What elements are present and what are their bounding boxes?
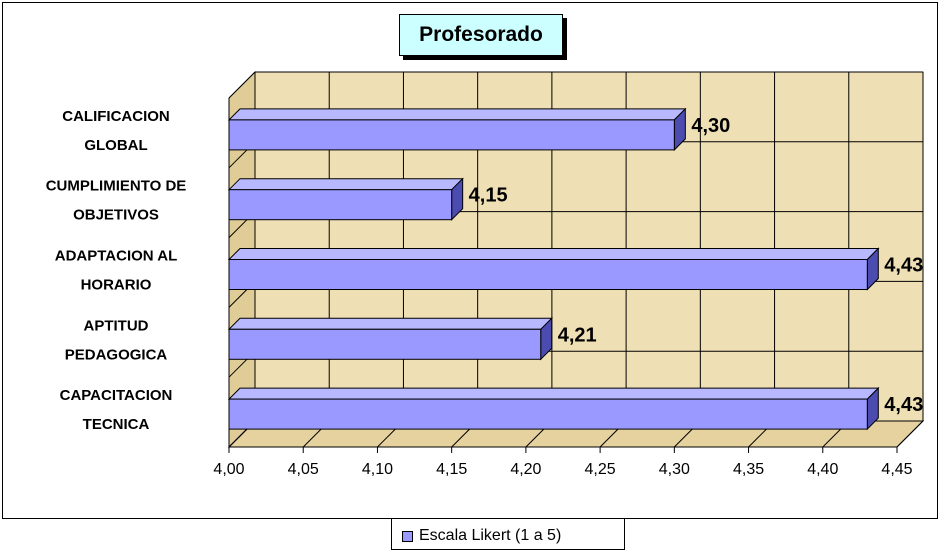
bar — [228, 398, 868, 430]
bar-top — [227, 317, 553, 330]
bar — [228, 259, 868, 290]
legend-swatch — [402, 531, 413, 542]
x-tick-label: 4,00 — [213, 461, 244, 478]
bar — [228, 189, 453, 221]
gridline-side — [228, 71, 256, 99]
category-label: CAPACITACION TECNICA — [60, 387, 173, 433]
value-label: 4,30 — [691, 115, 730, 137]
x-tick-label: 4,10 — [362, 461, 393, 478]
value-label: 4,43 — [884, 394, 923, 416]
x-tick-label: 4,05 — [288, 461, 319, 478]
chart-title: Profesorado — [399, 14, 563, 56]
legend: Escala Likert (1 a 5) — [391, 518, 625, 550]
bar — [228, 119, 675, 151]
category-label: CALIFICACION GLOBAL — [62, 108, 170, 154]
floor-gridline — [896, 420, 924, 448]
category-label: CUMPLIMIENTO DE OBJETIVOS — [46, 178, 187, 224]
bar-top — [227, 108, 687, 121]
bar-chart: 4,00 4,05 4,10 4,15 4,20 4,25 4,30 4,35 4,40 4,45… — [46, 70, 925, 478]
x-tick-label: 4,35 — [733, 461, 764, 478]
legend-label: Escala Likert (1 a 5) — [419, 527, 562, 544]
bar-top — [227, 178, 464, 191]
x-tick-label: 4,30 — [659, 461, 690, 478]
value-label: 4,15 — [469, 185, 508, 207]
x-tick-label: 4,45 — [881, 461, 912, 478]
bar-top — [227, 248, 880, 260]
value-label: 4,21 — [558, 324, 597, 346]
x-tick-label: 4,20 — [510, 461, 541, 478]
x-tick-label: 4,40 — [807, 461, 838, 478]
value-label: 4,43 — [884, 255, 923, 277]
x-tick-label: 4,15 — [436, 461, 467, 478]
bar — [228, 328, 542, 360]
x-tick-label: 4,25 — [585, 461, 616, 478]
bar-top — [227, 387, 880, 400]
category-label: ADAPTACION AL HORARIO — [55, 248, 178, 294]
category-label: APTITUD PEDAGOGICA — [65, 317, 168, 363]
